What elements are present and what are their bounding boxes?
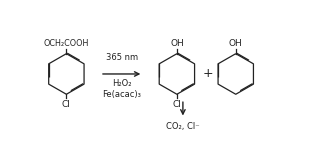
Text: OH: OH (170, 39, 184, 48)
Text: OCH₂COOH: OCH₂COOH (44, 39, 89, 48)
Text: Cl: Cl (172, 100, 181, 109)
Text: CO₂, Cl⁻: CO₂, Cl⁻ (166, 122, 200, 131)
Text: OH: OH (229, 39, 243, 48)
Text: 365 nm: 365 nm (106, 53, 138, 62)
Text: +: + (203, 68, 214, 80)
Text: Fe(acac)₃: Fe(acac)₃ (102, 90, 141, 99)
Text: H₂O₂: H₂O₂ (112, 79, 131, 88)
Text: Cl: Cl (62, 100, 71, 109)
